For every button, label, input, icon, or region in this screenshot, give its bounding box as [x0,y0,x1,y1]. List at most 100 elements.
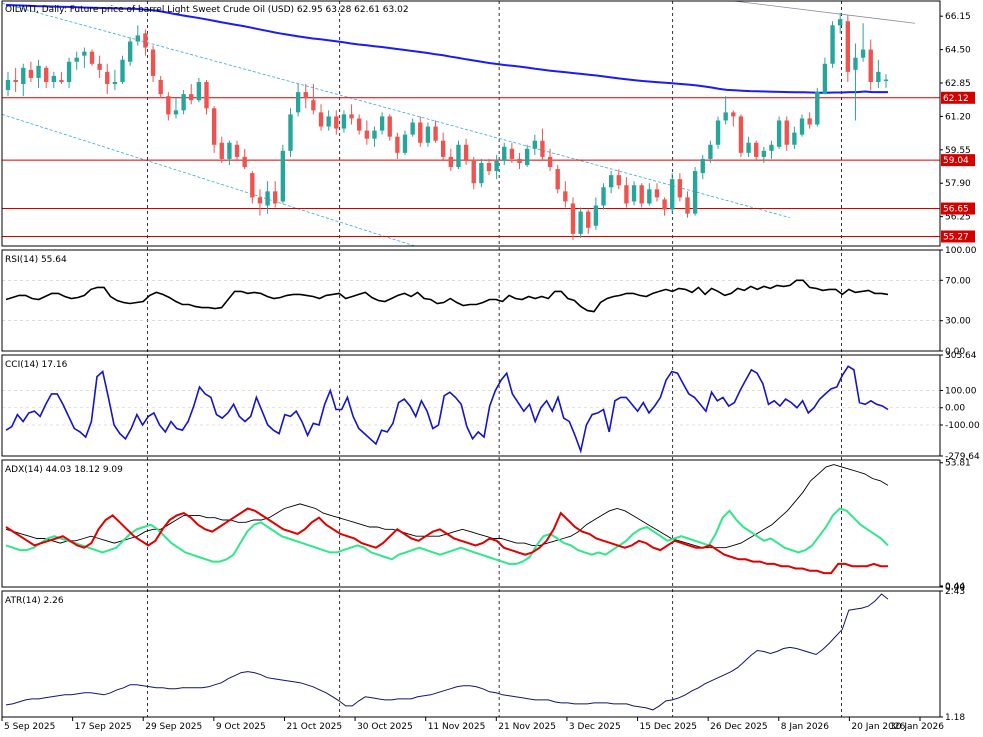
candle-body[interactable] [547,156,553,168]
candle-body[interactable] [738,116,744,153]
candle-body[interactable] [372,130,377,139]
candle-body[interactable] [654,189,660,198]
candle-body[interactable] [59,79,64,82]
candle-body[interactable] [670,179,675,210]
candle-body[interactable] [799,118,805,135]
candle-body[interactable] [502,146,507,161]
candle-body[interactable] [608,175,614,188]
candle-body[interactable] [265,191,270,206]
candle-body[interactable] [830,25,835,64]
candle-body[interactable] [127,41,133,62]
candle-body[interactable] [219,142,224,159]
candle-body[interactable] [639,185,644,204]
candle-body[interactable] [97,63,102,70]
candle-body[interactable] [36,65,41,78]
candle-body[interactable] [731,112,736,117]
candle-body[interactable] [776,120,782,147]
candle-body[interactable] [448,156,454,168]
candle-body[interactable] [311,100,316,111]
candle-body[interactable] [158,79,163,95]
candle-body[interactable] [349,114,354,119]
candle-body[interactable] [769,144,774,151]
candle-body[interactable] [471,160,476,184]
candle-body[interactable] [82,51,87,56]
candle-body[interactable] [150,49,156,76]
candle-body[interactable] [486,162,492,172]
candle-body[interactable] [418,122,423,143]
candle-body[interactable] [822,63,828,95]
candle-body[interactable] [784,120,789,145]
candle-body[interactable] [876,71,881,82]
candle-body[interactable] [555,169,560,190]
candle-body[interactable] [723,112,728,121]
candle-body[interactable] [227,142,232,159]
candle-body[interactable] [288,114,293,151]
candle-body[interactable] [295,92,301,113]
candle-body[interactable] [189,94,194,101]
candle-body[interactable] [89,51,95,64]
candle-body[interactable] [334,116,339,129]
candle-body[interactable] [860,49,866,58]
candle-body[interactable] [807,118,812,125]
candle-body[interactable] [700,158,705,174]
candle-body[interactable] [509,148,515,159]
candle-body[interactable] [754,142,759,157]
candle-body[interactable] [838,19,843,26]
candle-body[interactable] [517,158,522,163]
atr-panel[interactable] [5,593,889,711]
candle-body[interactable] [28,69,34,78]
candle-body[interactable] [273,191,278,204]
candle-body[interactable] [143,33,148,48]
candle-body[interactable] [456,144,461,168]
candle-body[interactable] [379,116,385,131]
candle-body[interactable] [845,21,851,72]
candle-body[interactable] [5,79,11,91]
candle-body[interactable] [173,110,179,115]
candle-body[interactable] [105,71,110,85]
candle-body[interactable] [761,150,767,157]
candle-body[interactable] [662,199,667,210]
candle-body[interactable] [715,120,721,145]
candle-body[interactable] [21,67,26,85]
candle-body[interactable] [815,92,820,125]
adx-panel[interactable] [5,464,889,575]
cci-panel[interactable] [5,365,889,454]
candle-body[interactable] [624,185,629,204]
candle-body[interactable] [387,116,392,137]
candle-body[interactable] [135,35,140,42]
candle-body[interactable] [540,140,545,157]
candle-body[interactable] [51,75,56,82]
candle-body[interactable] [692,171,698,214]
candle-body[interactable] [410,122,415,135]
candle-body[interactable] [66,61,72,82]
candle-body[interactable] [708,144,713,159]
candle-body[interactable] [120,59,125,82]
candle-body[interactable] [204,81,209,109]
candle-body[interactable] [74,57,79,62]
candle-body[interactable] [792,132,797,145]
candle-body[interactable] [631,185,637,202]
candle-body[interactable] [586,211,591,228]
candle-body[interactable] [616,175,621,186]
candle-body[interactable] [677,179,683,198]
candle-body[interactable] [257,197,263,204]
candle-body[interactable] [196,81,202,101]
candle-body[interactable] [234,144,240,157]
candle-body[interactable] [112,81,118,85]
candle-body[interactable] [318,112,324,127]
candle-body[interactable] [868,49,873,82]
candle-body[interactable] [280,150,286,202]
candle-body[interactable] [402,134,408,153]
candle-body[interactable] [601,187,606,206]
candle-body[interactable] [563,191,568,202]
candle-body[interactable] [43,67,49,82]
candle-body[interactable] [250,173,255,198]
candle-body[interactable] [685,197,690,214]
price-panel[interactable] [1,0,940,247]
candle-body[interactable] [166,96,171,115]
candle-body[interactable] [647,189,652,204]
candle-body[interactable] [433,126,438,141]
candle-body[interactable] [303,92,308,99]
candle-body[interactable] [425,126,431,143]
